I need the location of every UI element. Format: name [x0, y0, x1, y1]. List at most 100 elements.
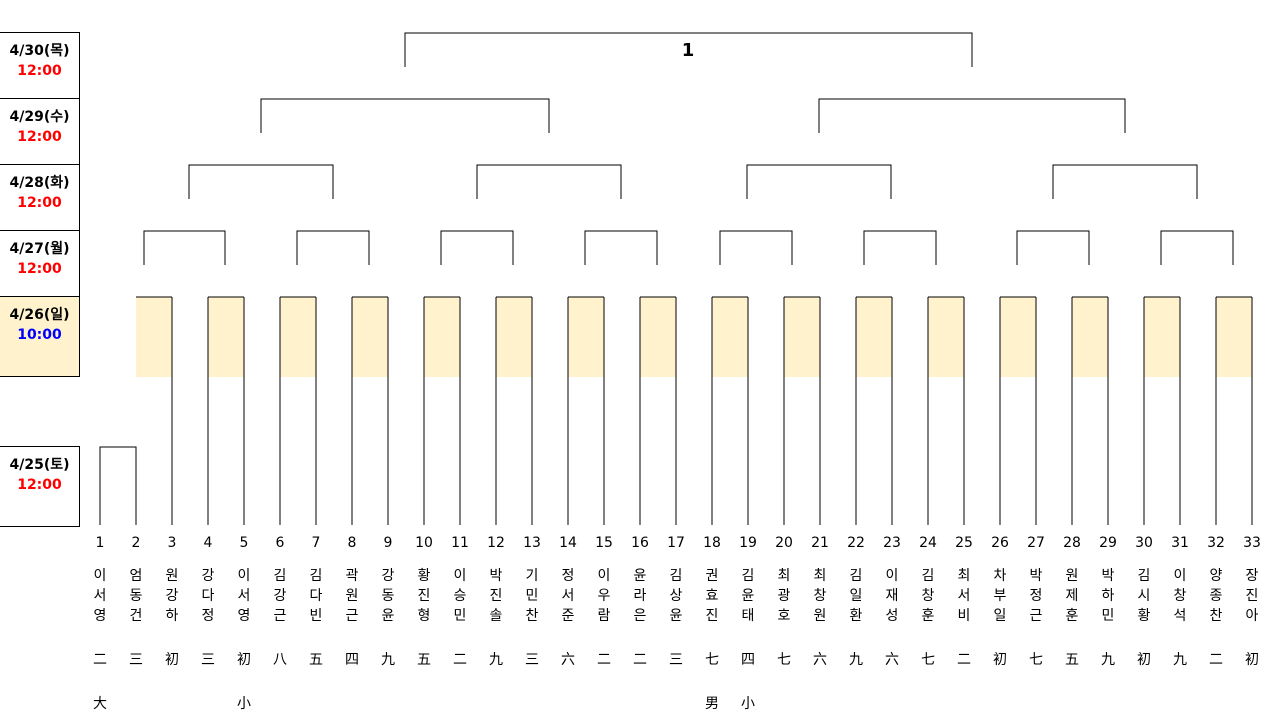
entrant-name-char: 김 [741, 568, 755, 584]
entrant-number: 10 [415, 535, 433, 551]
entrant-name-char: 시 [1137, 588, 1151, 604]
entrant-number: 6 [275, 535, 285, 551]
bracket-round-2 [719, 230, 793, 265]
entrant-name-char: 윤 [669, 608, 683, 624]
entrant-number: 13 [523, 535, 541, 551]
entrant-name-char: 장 [1245, 568, 1259, 584]
entrant-name-char: 민 [1101, 608, 1115, 624]
entrant-name-char: 김 [273, 568, 287, 584]
entrant-name-char: 최 [777, 568, 791, 584]
entrant-name-char: 권 [705, 568, 719, 584]
bracket-final [404, 32, 973, 67]
entrant-name-char: 정 [1029, 588, 1043, 604]
schedule-time: 12:00 [17, 195, 62, 211]
entrant-name-char: 곽 [345, 568, 359, 584]
entrant-rank: 初 [1137, 652, 1151, 668]
entrant-number: 21 [811, 535, 829, 551]
entrant-number: 28 [1063, 535, 1081, 551]
entrant-name-char: 비 [957, 608, 971, 624]
entrant-name-char: 동 [129, 588, 143, 604]
match-highlight [1000, 297, 1036, 377]
entrant-name-char: 강 [165, 588, 179, 604]
entrant-name-char: 김 [309, 568, 323, 584]
entrant-name-char: 김 [669, 568, 683, 584]
entrant-number: 3 [167, 535, 177, 551]
entrant-number: 14 [559, 535, 577, 551]
entrant-name-char: 원 [813, 608, 827, 624]
entrant-name-char: 부 [993, 588, 1007, 604]
entrant-rank: 二 [957, 652, 971, 668]
match-highlight [424, 297, 460, 377]
schedule-date: 4/26(일) [9, 307, 70, 323]
entrant-name-char: 이 [453, 568, 467, 584]
entrant-rank: 三 [201, 652, 215, 668]
entrant-name-char: 종 [1209, 588, 1223, 604]
entrant-name-char: 준 [561, 608, 575, 624]
entrant-number: 22 [847, 535, 865, 551]
entrant-name-char: 훈 [1065, 608, 1079, 624]
entrant-name-char: 빈 [309, 608, 323, 624]
entrant-name-char: 석 [1173, 608, 1187, 624]
entrant-rank: 七 [705, 652, 719, 668]
match-highlight [280, 297, 316, 377]
entrant-name-char: 제 [1065, 588, 1079, 604]
entrant-name-char: 찬 [525, 608, 539, 624]
schedule-date: 4/25(토) [9, 457, 70, 473]
entrant-name-char: 서 [561, 588, 575, 604]
entrant-name-char: 찬 [1209, 608, 1223, 624]
match-highlight [784, 297, 820, 377]
entrant-number: 7 [311, 535, 321, 551]
schedule-row-0: 4/30(목) 12:00 [0, 32, 80, 99]
entrant-name-char: 상 [669, 588, 683, 604]
match-highlight [1072, 297, 1108, 377]
entrant-name-char: 광 [777, 588, 791, 604]
schedule-date: 4/30(목) [9, 43, 70, 59]
entrant-name-char: 엄 [129, 568, 143, 584]
entrant-name-char: 박 [1029, 568, 1043, 584]
entrant-name-char: 정 [201, 608, 215, 624]
entrant-group: 大 [93, 696, 107, 712]
schedule-time: 12:00 [17, 63, 62, 79]
entrant-name-char: 다 [201, 588, 215, 604]
schedule-time: 12:00 [17, 129, 62, 145]
entrant-rank: 九 [381, 652, 395, 668]
entrant-rank: 五 [309, 652, 323, 668]
entrant-name-char: 진 [705, 608, 719, 624]
entrant-number: 25 [955, 535, 973, 551]
entrant-name-char: 라 [633, 588, 647, 604]
entrant-rank: 五 [1065, 652, 1079, 668]
entrant-name-char: 우 [597, 588, 611, 604]
entrant-name-char: 성 [885, 608, 899, 624]
entrant-name-char: 황 [417, 568, 431, 584]
entrant-name-char: 서 [93, 588, 107, 604]
entrant-name-char: 진 [1245, 588, 1259, 604]
entrant-name-char: 창 [1173, 588, 1187, 604]
entrant-name-char: 박 [489, 568, 503, 584]
entrant-rank: 二 [93, 652, 107, 668]
entrant-number: 27 [1027, 535, 1045, 551]
entrant-name-char: 효 [705, 588, 719, 604]
bracket-round-3 [746, 164, 892, 199]
match-highlight [136, 297, 172, 377]
entrant-number: 23 [883, 535, 901, 551]
entrant-number: 2 [131, 535, 141, 551]
bracket-round-2 [584, 230, 658, 265]
entrant-name-char: 윤 [741, 588, 755, 604]
entrant-name-char: 차 [993, 568, 1007, 584]
entrant-name-char: 원 [165, 568, 179, 584]
entrant-name-char: 진 [489, 588, 503, 604]
entrant-number: 18 [703, 535, 721, 551]
entrant-rank: 初 [993, 652, 1007, 668]
entrant-name-char: 강 [273, 588, 287, 604]
